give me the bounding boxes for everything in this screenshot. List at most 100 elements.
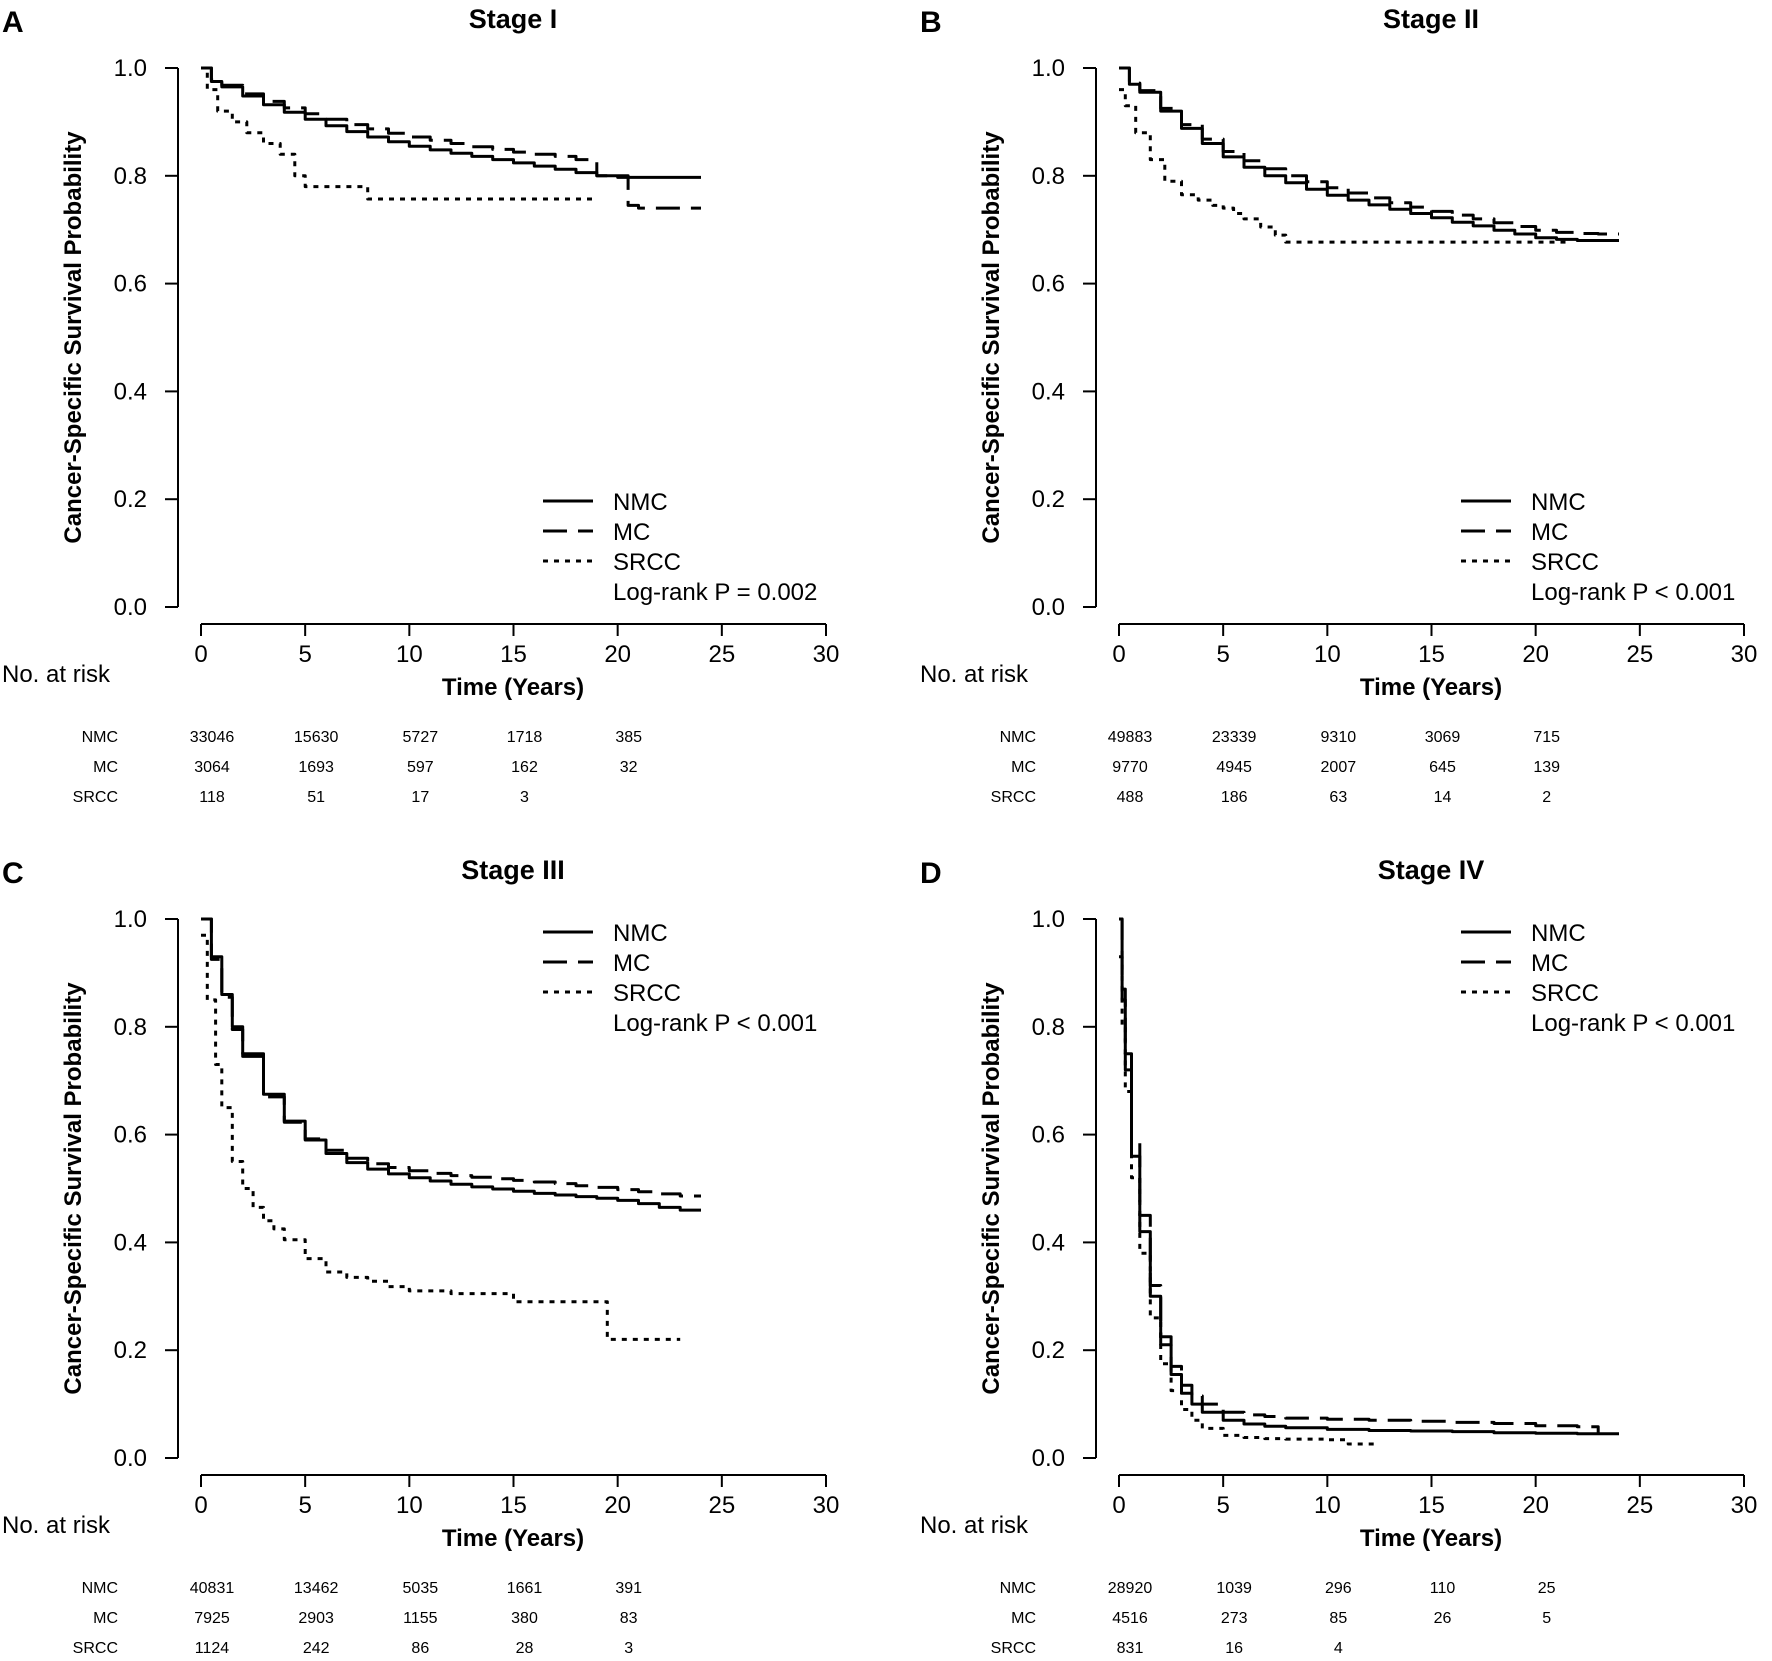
risk-value: 83	[620, 1610, 638, 1627]
risk-value: 25	[1538, 1580, 1556, 1597]
y-tick-label: 0.4	[114, 378, 147, 405]
y-tick-label: 1.0	[1032, 906, 1065, 933]
chart-panel-b: B Stage II 0.0 0.2 0.4 0.6 0.8 1.0 Cancer-Specif…	[920, 4, 1757, 806]
legend: NMC MC SRCC Log-rank P = 0.002	[543, 489, 817, 606]
legend-label-srcc: SRCC	[1531, 980, 1599, 1007]
risk-value: 33046	[190, 729, 235, 746]
risk-value: 32	[620, 759, 638, 776]
risk-group-label: NMC	[82, 729, 118, 746]
risk-group-label: SRCC	[73, 789, 118, 806]
risk-value: 110	[1430, 1580, 1456, 1597]
curve-mc	[201, 917, 701, 1198]
risk-value: 26	[1434, 1610, 1452, 1627]
x-tick-label: 30	[813, 641, 840, 668]
x-tick-label: 5	[298, 1492, 311, 1519]
legend-label-mc: MC	[1531, 950, 1568, 977]
risk-value: 28	[516, 1640, 534, 1657]
legend-label-mc: MC	[1531, 519, 1568, 546]
risk-value: 1693	[298, 759, 334, 776]
risk-value: 51	[307, 789, 325, 806]
risk-value: 3064	[194, 759, 230, 776]
risk-group-label: MC	[1011, 759, 1036, 776]
x-tick-label: 5	[298, 641, 311, 668]
risk-value: 5727	[403, 729, 439, 746]
risk-group-label: SRCC	[991, 789, 1036, 806]
risk-value: 3	[624, 1640, 633, 1657]
x-tick-label: 5	[1216, 1492, 1229, 1519]
y-tick-label: 0.0	[114, 1445, 147, 1472]
x-tick-label: 0	[1112, 1492, 1125, 1519]
risk-value: 597	[407, 759, 434, 776]
risk-value: 139	[1533, 759, 1560, 776]
risk-value: 273	[1221, 1610, 1248, 1627]
risk-value: 2	[1542, 789, 1551, 806]
risk-table-heading: No. at risk	[920, 661, 1029, 688]
y-tick-label: 0.4	[1032, 378, 1065, 405]
y-tick-label: 0.2	[1032, 1337, 1065, 1364]
y-tick-label: 0.8	[114, 163, 147, 190]
risk-value: 4516	[1112, 1610, 1148, 1627]
risk-value: 242	[303, 1640, 330, 1657]
risk-table-heading: No. at risk	[920, 1512, 1029, 1539]
risk-value: 831	[1117, 1640, 1144, 1657]
pvalue-label: Log-rank P < 0.001	[1531, 579, 1735, 606]
x-tick-label: 20	[604, 1492, 631, 1519]
y-tick-label: 0.8	[114, 1014, 147, 1041]
x-tick-label: 10	[396, 641, 423, 668]
risk-group-label: MC	[93, 759, 118, 776]
x-tick-label: 0	[194, 641, 207, 668]
risk-value: 385	[615, 729, 642, 746]
y-tick-label: 0.2	[1032, 486, 1065, 513]
y-tick-label: 1.0	[114, 55, 147, 82]
y-tick-label: 0.6	[1032, 271, 1065, 298]
risk-value: 4945	[1216, 759, 1252, 776]
risk-value: 2903	[298, 1610, 334, 1627]
y-axis-title: Cancer-Specific Survival Probability	[978, 131, 1005, 544]
legend: NMC MC SRCC Log-rank P < 0.001	[1461, 489, 1735, 606]
risk-value: 488	[1117, 789, 1144, 806]
risk-value: 13462	[294, 1580, 339, 1597]
legend-label-nmc: NMC	[613, 920, 668, 947]
chart-panel-c: C Stage III 0.0 0.2 0.4 0.6 0.8 1.0 Cancer-Speci…	[2, 855, 839, 1657]
risk-value: 85	[1329, 1610, 1347, 1627]
risk-value: 391	[615, 1580, 642, 1597]
risk-value: 3	[520, 789, 529, 806]
y-axis-title: Cancer-Specific Survival Probability	[978, 982, 1005, 1395]
y-axis-title: Cancer-Specific Survival Probability	[60, 131, 87, 544]
curve-nmc	[1119, 917, 1619, 1436]
curve-mc	[1119, 917, 1600, 1434]
panel-letter: A	[2, 6, 24, 39]
x-axis-title: Time (Years)	[442, 674, 584, 701]
x-axis-title: Time (Years)	[442, 1525, 584, 1552]
risk-value: 162	[511, 759, 538, 776]
risk-value: 645	[1429, 759, 1456, 776]
risk-value: 17	[411, 789, 429, 806]
y-tick-label: 1.0	[114, 906, 147, 933]
risk-value: 7925	[194, 1610, 230, 1627]
y-tick-label: 0.0	[114, 594, 147, 621]
curve-nmc	[1119, 66, 1619, 242]
curve-nmc	[201, 66, 701, 179]
y-tick-label: 1.0	[1032, 55, 1065, 82]
x-tick-label: 20	[604, 641, 631, 668]
risk-value: 1718	[507, 729, 543, 746]
chart-title: Stage IV	[1378, 855, 1485, 885]
curve-srcc	[1119, 88, 1567, 244]
x-tick-label: 20	[1522, 641, 1549, 668]
panel-letter: C	[2, 857, 24, 890]
risk-value: 86	[411, 1640, 429, 1657]
risk-value: 1661	[507, 1580, 543, 1597]
risk-value: 14	[1434, 789, 1452, 806]
risk-value: 63	[1329, 789, 1347, 806]
x-tick-label: 0	[194, 1492, 207, 1519]
y-tick-label: 0.8	[1032, 1014, 1065, 1041]
risk-value: 380	[511, 1610, 538, 1627]
legend: NMC MC SRCC Log-rank P < 0.001	[1461, 920, 1735, 1037]
legend-label-nmc: NMC	[1531, 920, 1586, 947]
chart-panel-a: A Stage I 0.0 0.2 0.4 0.6 0.8 1.0 Cancer-Specifi…	[2, 4, 839, 806]
panel-letter: D	[920, 857, 942, 890]
y-tick-label: 0.4	[1032, 1229, 1065, 1256]
risk-value: 186	[1221, 789, 1248, 806]
risk-value: 4	[1334, 1640, 1343, 1657]
